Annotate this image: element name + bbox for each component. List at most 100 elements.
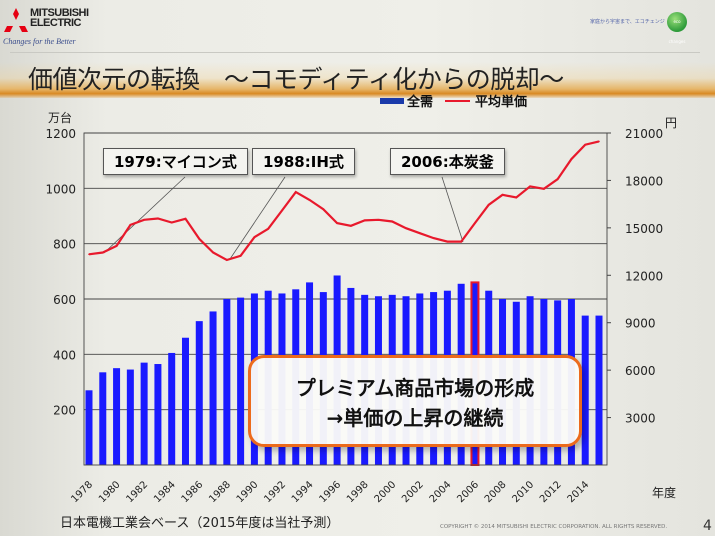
x-axis-tick-label: 2012 [538,479,564,505]
legend: 全需 平均単価 [380,94,527,110]
mitsubishi-diamonds-logo [4,8,28,32]
line-point-1979 [101,251,104,254]
company-logo-text: MITSUBISHI ELECTRIC [30,7,89,29]
price-line-series [88,140,600,262]
x-axis-tick-label: 1988 [207,479,233,505]
annotation-leader-line [103,176,186,254]
title-band [0,62,715,98]
line-point-1994 [308,199,311,201]
line-point-2004 [446,240,449,243]
line-point-2008 [501,194,504,196]
line-point-2013 [570,158,573,160]
bar-1984 [168,352,176,465]
line-point-2006 [474,222,476,224]
x-axis-label: 年度 [652,485,676,500]
line-point-1985 [184,218,187,220]
right-axis-tick-label: 21000 [625,127,663,141]
bar-1982 [140,362,148,465]
bar-1983 [154,364,162,465]
annotation-2006: 2006:本炭釜 [390,148,505,175]
bar-1981 [126,369,134,465]
line-point-2009 [515,196,518,199]
line-point-1997 [350,225,352,227]
line-point-1992 [281,209,283,212]
right-axis-tick-label: 12000 [625,269,663,283]
line-point-2007 [487,203,490,206]
bar-1986 [195,321,203,465]
copyright: COPYRIGHT © 2014 MITSUBISHI ELECTRIC COR… [440,524,668,530]
line-point-1998 [363,219,366,222]
header-divider [10,52,700,53]
bar-2015 [595,315,603,465]
x-axis-tick-label: 1992 [262,479,288,505]
x-axis-tick-label: 2002 [400,479,426,505]
line-point-2010 [529,185,531,188]
bar-1989 [237,297,245,465]
line-point-1984 [170,221,173,224]
bar-1979 [99,372,107,465]
x-axis-tick-label: 1990 [235,479,261,505]
bar-1980 [113,368,121,465]
bar-1978 [85,390,93,465]
line-point-2011 [543,188,545,190]
annotation-leader-line [229,176,286,260]
x-axis-tick-label: 1986 [180,479,206,505]
annotation-1979: 1979:マイコン式 [103,148,248,175]
eco-changes-logo: eco changes [667,12,687,44]
left-axis-unit: 万台 [48,110,72,125]
x-axis-tick-label: 2010 [510,479,536,505]
line-point-1986 [198,238,201,240]
x-axis-tick-label: 2004 [428,479,454,505]
line-point-1989 [239,255,242,257]
line-point-1978 [88,253,90,256]
left-axis-tick-label: 400 [53,348,76,362]
slide-title: 価値次元の転換 ～コモディティ化からの脱却～ [28,65,564,94]
tagline: Changes for the Better [3,37,76,46]
x-axis-tick-label: 1982 [124,479,150,505]
line-point-2012 [556,178,559,180]
right-axis-tick-label: 9000 [625,317,656,331]
line-point-1981 [129,224,132,226]
bar-1987 [209,311,217,465]
line-point-2000 [391,220,394,223]
x-axis-tick-label: 2008 [483,479,509,505]
source-note: 日本電機工業会ベース（2015年度は当社予測） [60,516,340,531]
right-axis-tick-label: 3000 [625,412,656,426]
x-axis-tick-label: 1984 [152,479,178,505]
line-point-2015 [598,140,600,143]
bar-1985 [181,337,189,465]
annotation-1988: 1988:IH式 [252,148,355,175]
left-axis-tick-label: 800 [53,238,76,252]
line-point-1987 [212,251,214,254]
line-point-2002 [419,232,421,235]
left-axis-tick-label: 200 [53,404,76,418]
legend-label-line: 平均単価 [475,94,527,110]
left-axis-tick-label: 1000 [45,182,76,196]
line-point-1990 [253,236,256,238]
x-axis-tick-label: 2000 [373,479,399,505]
line-point-2001 [405,227,407,229]
line-point-1991 [267,228,269,230]
line-point-1999 [377,218,380,221]
right-axis-tick-label: 15000 [625,222,663,236]
x-axis-tick-label: 1994 [290,479,316,505]
x-axis-tick-label: 1980 [97,479,123,505]
left-axis-tick-label: 600 [53,293,76,307]
plot-frame [83,132,608,466]
line-point-1995 [322,208,325,211]
right-axis-tick-label: 6000 [625,364,656,378]
callout-line-1: プレミアム商品市場の形成 [295,376,535,400]
eco-slogan: 家庭から宇宙まで、エコチェンジ [590,19,665,25]
x-axis-tick-label: 1996 [317,479,343,505]
line-point-1993 [294,191,297,193]
line-point-1996 [336,222,338,224]
bar-1988 [223,299,231,465]
callout-line-2: →単価の上昇の継続 [326,406,504,430]
line-point-1988 [226,259,228,261]
callout-box: プレミアム商品市場の形成 →単価の上昇の継続 [248,355,582,447]
left-axis-tick-label: 1200 [45,127,76,141]
x-axis-tick-label: 2014 [566,479,592,505]
x-axis-tick-label: 1998 [345,479,371,505]
